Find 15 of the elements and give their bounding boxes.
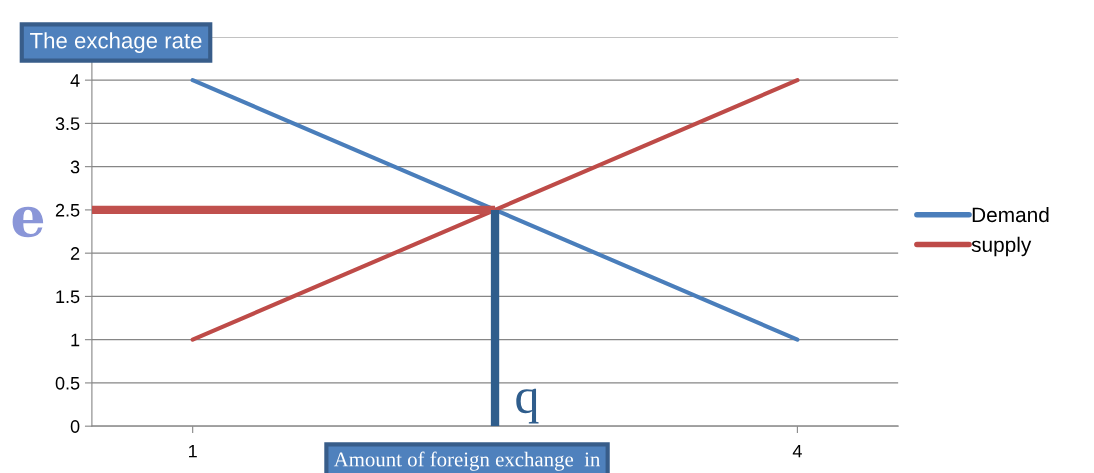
y-tick-label: 4: [70, 74, 80, 87]
y-axis-title: The exchage rate: [30, 32, 202, 53]
y-tick-label: 3.5: [55, 117, 80, 131]
legend-label: supply: [971, 236, 1032, 257]
x-axis-title: Amount of foreign exchange in: [333, 451, 601, 471]
y-tick-label: 2: [70, 247, 80, 260]
y-tick-label: 1.5: [56, 290, 80, 304]
y-tick-label: 1: [71, 333, 80, 347]
y-tick-label: 2.5: [55, 203, 80, 217]
legend-label: Demand: [972, 206, 1049, 223]
y-tick-label: 3: [70, 160, 80, 174]
y-tick-label: 0: [70, 420, 80, 433]
ref-line-label: q: [516, 388, 539, 424]
ref-line-label: e: [12, 206, 44, 238]
y-tick-label: 0.5: [55, 376, 80, 390]
